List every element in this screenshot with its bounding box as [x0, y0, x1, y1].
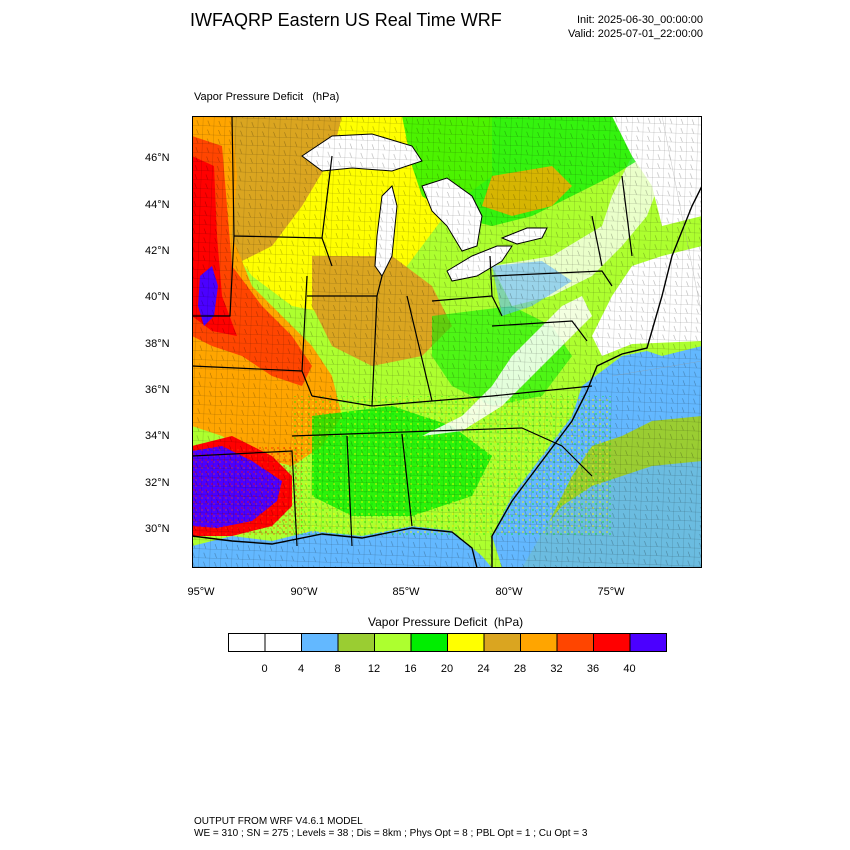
vpd-map: [192, 116, 702, 568]
init-time: Init: 2025-06-30_00:00:00: [577, 14, 703, 26]
map-panel: [192, 116, 702, 568]
lat-label-30: 30°N: [145, 523, 170, 535]
footer-config: WE = 310 ; SN = 275 ; Levels = 38 ; Dis …: [194, 828, 588, 839]
lat-label-34: 34°N: [145, 430, 170, 442]
colorbar-tick-label: 32: [550, 663, 563, 675]
colorbar-swatch: [629, 633, 667, 652]
colorbar-swatch: [556, 633, 594, 652]
colorbar-swatch: [228, 633, 266, 652]
colorbar-swatch: [264, 633, 302, 652]
plot-title: IWFAQRP Eastern US Real Time WRF: [190, 10, 502, 30]
colorbar-title: Vapor Pressure Deficit (hPa): [368, 615, 524, 629]
colorbar-tick-label: 12: [367, 663, 381, 675]
colorbar-swatch: [483, 633, 521, 652]
lat-label-46: 46°N: [145, 152, 170, 164]
colorbar-tick-label: 20: [440, 663, 454, 675]
gulf-coastline: [192, 527, 478, 568]
lat-label-42: 42°N: [145, 245, 170, 257]
lon-label-75: 75°W: [597, 586, 625, 598]
colorbar-swatch: [447, 633, 485, 652]
colorbar-tick-label: 0: [261, 663, 268, 675]
state-boundaries: [192, 116, 633, 547]
valid-time: Valid: 2025-07-01_22:00:00: [568, 28, 703, 40]
colorbar: [228, 633, 667, 652]
colorbar-tick-label: 40: [623, 663, 636, 675]
atlantic-coastline: [491, 185, 702, 568]
lat-label-44: 44°N: [145, 199, 170, 211]
lat-label-38: 38°N: [145, 338, 170, 350]
colorbar-tick-label: 28: [513, 663, 527, 675]
lat-label-36: 36°N: [145, 384, 170, 396]
colorbar-tick-label: 16: [404, 663, 417, 675]
colorbar-swatch: [374, 633, 412, 652]
lat-label-40: 40°N: [145, 291, 170, 303]
lon-label-90: 90°W: [290, 586, 318, 598]
colorbar-swatch: [301, 633, 339, 652]
lon-label-85: 85°W: [392, 586, 420, 598]
lat-label-32: 32°N: [145, 477, 170, 489]
colorbar-tick-label: 8: [334, 663, 341, 675]
colorbar-swatch: [337, 633, 375, 652]
lon-label-80: 80°W: [495, 586, 523, 598]
colorbar-tick-label: 36: [586, 663, 600, 675]
colorbar-tick-label: 4: [297, 663, 305, 675]
county-boundaries: [192, 116, 702, 568]
lon-label-95: 95°W: [187, 586, 215, 598]
colorbar-swatch: [410, 633, 448, 652]
map-field-label: Vapor Pressure Deficit (hPa): [194, 91, 340, 103]
colorbar-swatch: [520, 633, 558, 652]
colorbar-swatch: [593, 633, 631, 652]
colorbar-tick-label: 24: [477, 663, 490, 675]
graticule: [611, 116, 702, 377]
footer-model: OUTPUT FROM WRF V4.6.1 MODEL: [194, 816, 363, 827]
